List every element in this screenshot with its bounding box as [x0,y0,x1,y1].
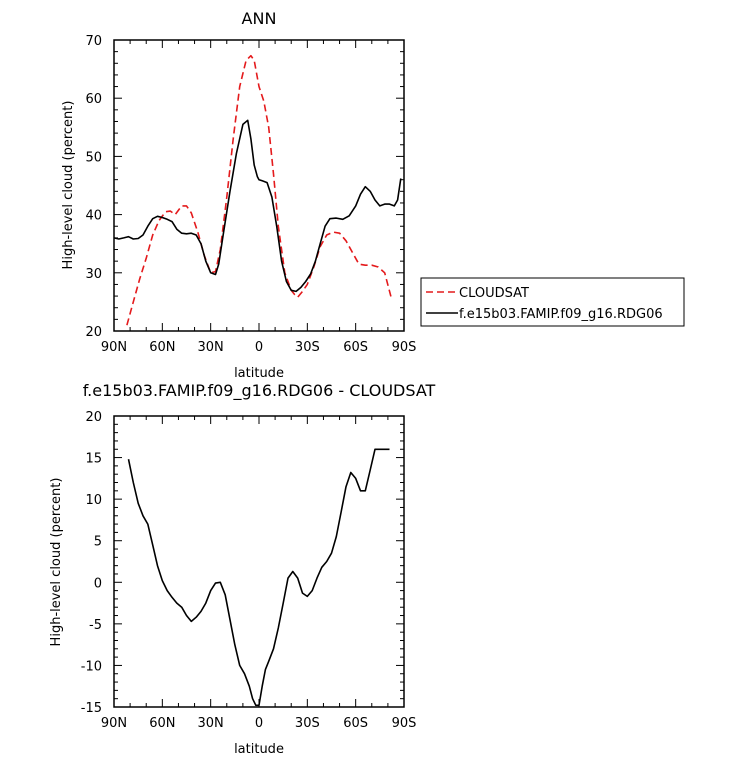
y-tick-label: 20 [85,410,102,425]
series-lines [127,448,390,707]
bottom-panel: f.e15b03.FAMIP.f09_g16.RDG06 - CLOUDSAT … [49,381,436,757]
axis-ticks: 90N 60N 30N 0 30S 60S 90S 20 30 40 50 60 70 [85,34,416,355]
y-tick-label: 20 [85,325,102,340]
legend-box [420,277,685,327]
x-tick-label: 30N [198,340,224,355]
y-tick-label: 30 [85,267,102,282]
x-tick-label: 30S [295,716,320,731]
x-tick-label: 60N [149,716,175,731]
y-tick-label: 0 [94,576,102,591]
x-tick-label: 60S [343,340,368,355]
x-tick-label: 0 [255,340,263,355]
y-tick-label: 5 [94,535,102,550]
axis-ticks: 90N 60N 30N 0 30S 60S 90S -15 -10 -5 0 5 10 15 20 [81,410,417,731]
x-tick-label: 60S [343,716,368,731]
y-tick-label: 15 [85,452,102,467]
series-lines [113,54,402,326]
legend-label-cloudsat: CLOUDSAT [459,286,529,301]
y-tick-label: 50 [85,150,102,165]
series-line-f-e15b03-famip-f09-g16-rdg06 [113,119,402,293]
plot-frame [113,415,405,708]
x-axis-label: latitude [234,742,284,757]
x-tick-label: 60N [149,340,175,355]
y-tick-label: 70 [85,34,102,49]
y-tick-label: -5 [89,618,102,633]
x-tick-label: 90N [101,716,127,731]
series-line-difference [127,448,390,707]
chart-title: f.e15b03.FAMIP.f09_g16.RDG06 - CLOUDSAT [83,381,436,401]
y-tick-label: 40 [85,209,102,224]
y-tick-label: 60 [85,92,102,107]
y-axis-label: High-level cloud (percent) [49,478,64,647]
top-panel: ANN High-level cloud (percent) latitude … [61,9,416,381]
x-tick-label: 90N [101,340,127,355]
x-tick-label: 0 [255,716,263,731]
series-line-cloudsat [126,54,392,326]
x-tick-label: 30N [198,716,224,731]
x-tick-label: 90S [392,716,417,731]
y-tick-label: -15 [81,701,102,716]
legend-label-model: f.e15b03.FAMIP.f09_g16.RDG06 [459,307,663,322]
legend: CLOUDSAT f.e15b03.FAMIP.f09_g16.RDG06 [420,277,685,327]
y-axis-label: High-level cloud (percent) [61,101,76,270]
y-tick-label: 10 [85,493,102,508]
y-tick-label: -10 [81,659,102,674]
x-tick-label: 30S [295,340,320,355]
chart-title: ANN [242,9,277,28]
x-axis-label: latitude [234,366,284,381]
x-tick-label: 90S [392,340,417,355]
